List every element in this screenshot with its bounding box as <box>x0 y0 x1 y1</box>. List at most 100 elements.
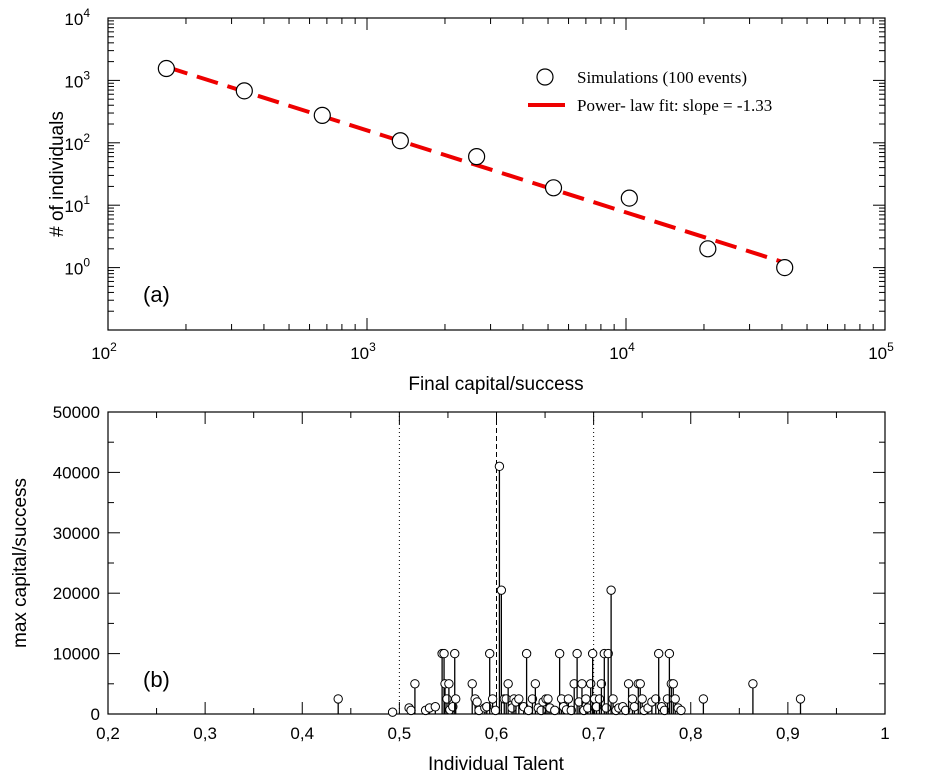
stem-point <box>698 694 709 704</box>
simulation-point <box>391 132 409 150</box>
simulation-point <box>544 179 563 197</box>
stem-point <box>572 648 582 659</box>
stem-point <box>450 648 460 659</box>
stem-point <box>543 694 553 704</box>
stem-point <box>496 585 507 595</box>
panel-b-label: (b) <box>143 667 170 692</box>
stem-point <box>664 648 675 659</box>
stem-point <box>659 705 670 716</box>
legend-marker-simulations <box>536 68 554 86</box>
stem-point <box>430 702 441 712</box>
y-tick-label: 50000 <box>53 403 100 422</box>
y-tick-label: 10000 <box>53 645 100 664</box>
panel-a-label: (a) <box>143 282 170 307</box>
stem-point <box>536 705 546 716</box>
y-tick-label: 0 <box>91 705 100 724</box>
panel-b-y-axis-label: max capital/success <box>10 478 31 648</box>
y-tick-label: 100 <box>64 256 90 279</box>
stem-point <box>387 707 398 717</box>
stem-point <box>490 705 501 716</box>
x-tick-label: 0,4 <box>290 724 314 743</box>
stem-point <box>467 679 477 689</box>
x-tick-label: 0,5 <box>388 724 412 743</box>
y-tick-label: 30000 <box>53 524 100 543</box>
stem-point <box>485 648 495 659</box>
x-tick-label: 104 <box>609 340 635 363</box>
stem-point <box>795 694 806 704</box>
stem-point <box>653 648 664 659</box>
stem-point <box>472 697 482 707</box>
stem-point <box>594 694 605 704</box>
stem-point <box>748 679 758 689</box>
y-tick-label: 102 <box>64 131 90 154</box>
x-tick-label: 103 <box>350 340 376 363</box>
stem-point <box>596 679 607 689</box>
simulation-point <box>235 82 253 100</box>
stem-point <box>676 705 686 716</box>
stem-point <box>563 694 574 704</box>
stem-point <box>566 705 576 716</box>
stem-point <box>494 461 505 472</box>
simulation-point <box>776 259 794 277</box>
stem-point <box>406 705 416 716</box>
y-tick-label: 104 <box>64 6 90 29</box>
stem-point <box>623 679 634 689</box>
stem-point <box>444 679 454 689</box>
stem-point <box>527 694 538 704</box>
simulation-point <box>468 148 486 166</box>
stem-point <box>587 648 598 659</box>
stem-point <box>662 694 673 704</box>
stem-point <box>554 648 565 659</box>
y-tick-label: 101 <box>64 193 90 216</box>
x-tick-label: 0,9 <box>776 724 800 743</box>
stem-point <box>442 694 452 704</box>
legend: Simulations (100 events) Power- law fit:… <box>528 68 772 115</box>
x-tick-label: 0,6 <box>485 724 509 743</box>
stem-point <box>501 694 511 704</box>
stem-point <box>586 679 596 689</box>
x-tick-label: 0,3 <box>193 724 217 743</box>
stem-point <box>606 585 616 595</box>
stem-point <box>635 679 645 689</box>
legend-label-simulations: Simulations (100 events) <box>577 68 747 87</box>
stem-point <box>439 648 449 659</box>
stem-point <box>581 694 591 704</box>
x-tick-label: 0,2 <box>96 724 120 743</box>
panel-a-x-axis-label: Final capital/success <box>408 374 583 395</box>
stem-point <box>523 705 534 716</box>
simulation-point <box>699 240 717 258</box>
stem-point <box>482 702 492 712</box>
stem-point <box>577 679 587 689</box>
panel-a-frame <box>107 17 886 331</box>
stem-point <box>451 694 461 704</box>
stem-point <box>668 679 678 689</box>
panel-a-y-axis-label: # of individuals <box>47 111 68 237</box>
x-tick-label: 102 <box>91 340 117 363</box>
x-tick-label: 105 <box>868 340 894 363</box>
stem-point <box>333 694 343 704</box>
x-tick-label: 0,8 <box>679 724 703 743</box>
stem-point <box>629 702 640 712</box>
y-tick-label: 40000 <box>53 463 100 482</box>
stem-point <box>530 679 541 689</box>
stem-point <box>601 703 611 713</box>
legend-label-fit: Power- law fit: slope = -1.33 <box>577 96 772 115</box>
simulation-point <box>313 106 331 124</box>
stem-point <box>670 694 680 704</box>
panel-a: 102 103 104 105 100 101 102 103 104 (a) Final ca… <box>47 6 894 395</box>
panel-b: 0,2 0,3 0,4 0,5 0,6 0,7 0,8 0,9 1 0 10000 20000 3000… <box>10 403 890 775</box>
simulation-point <box>620 189 638 207</box>
x-tick-label: 0,7 <box>582 724 606 743</box>
stem-point <box>550 705 560 716</box>
y-tick-label: 103 <box>64 68 90 91</box>
stem-point <box>521 648 532 659</box>
y-tick-label: 20000 <box>53 584 100 603</box>
panel-b-x-axis-label: Individual Talent <box>428 754 565 775</box>
stem-point <box>603 648 613 659</box>
stem-point <box>627 694 638 704</box>
stem-point <box>651 694 661 704</box>
x-tick-label: 1 <box>880 724 889 743</box>
stem-point <box>608 694 618 704</box>
stem-point <box>637 694 647 704</box>
